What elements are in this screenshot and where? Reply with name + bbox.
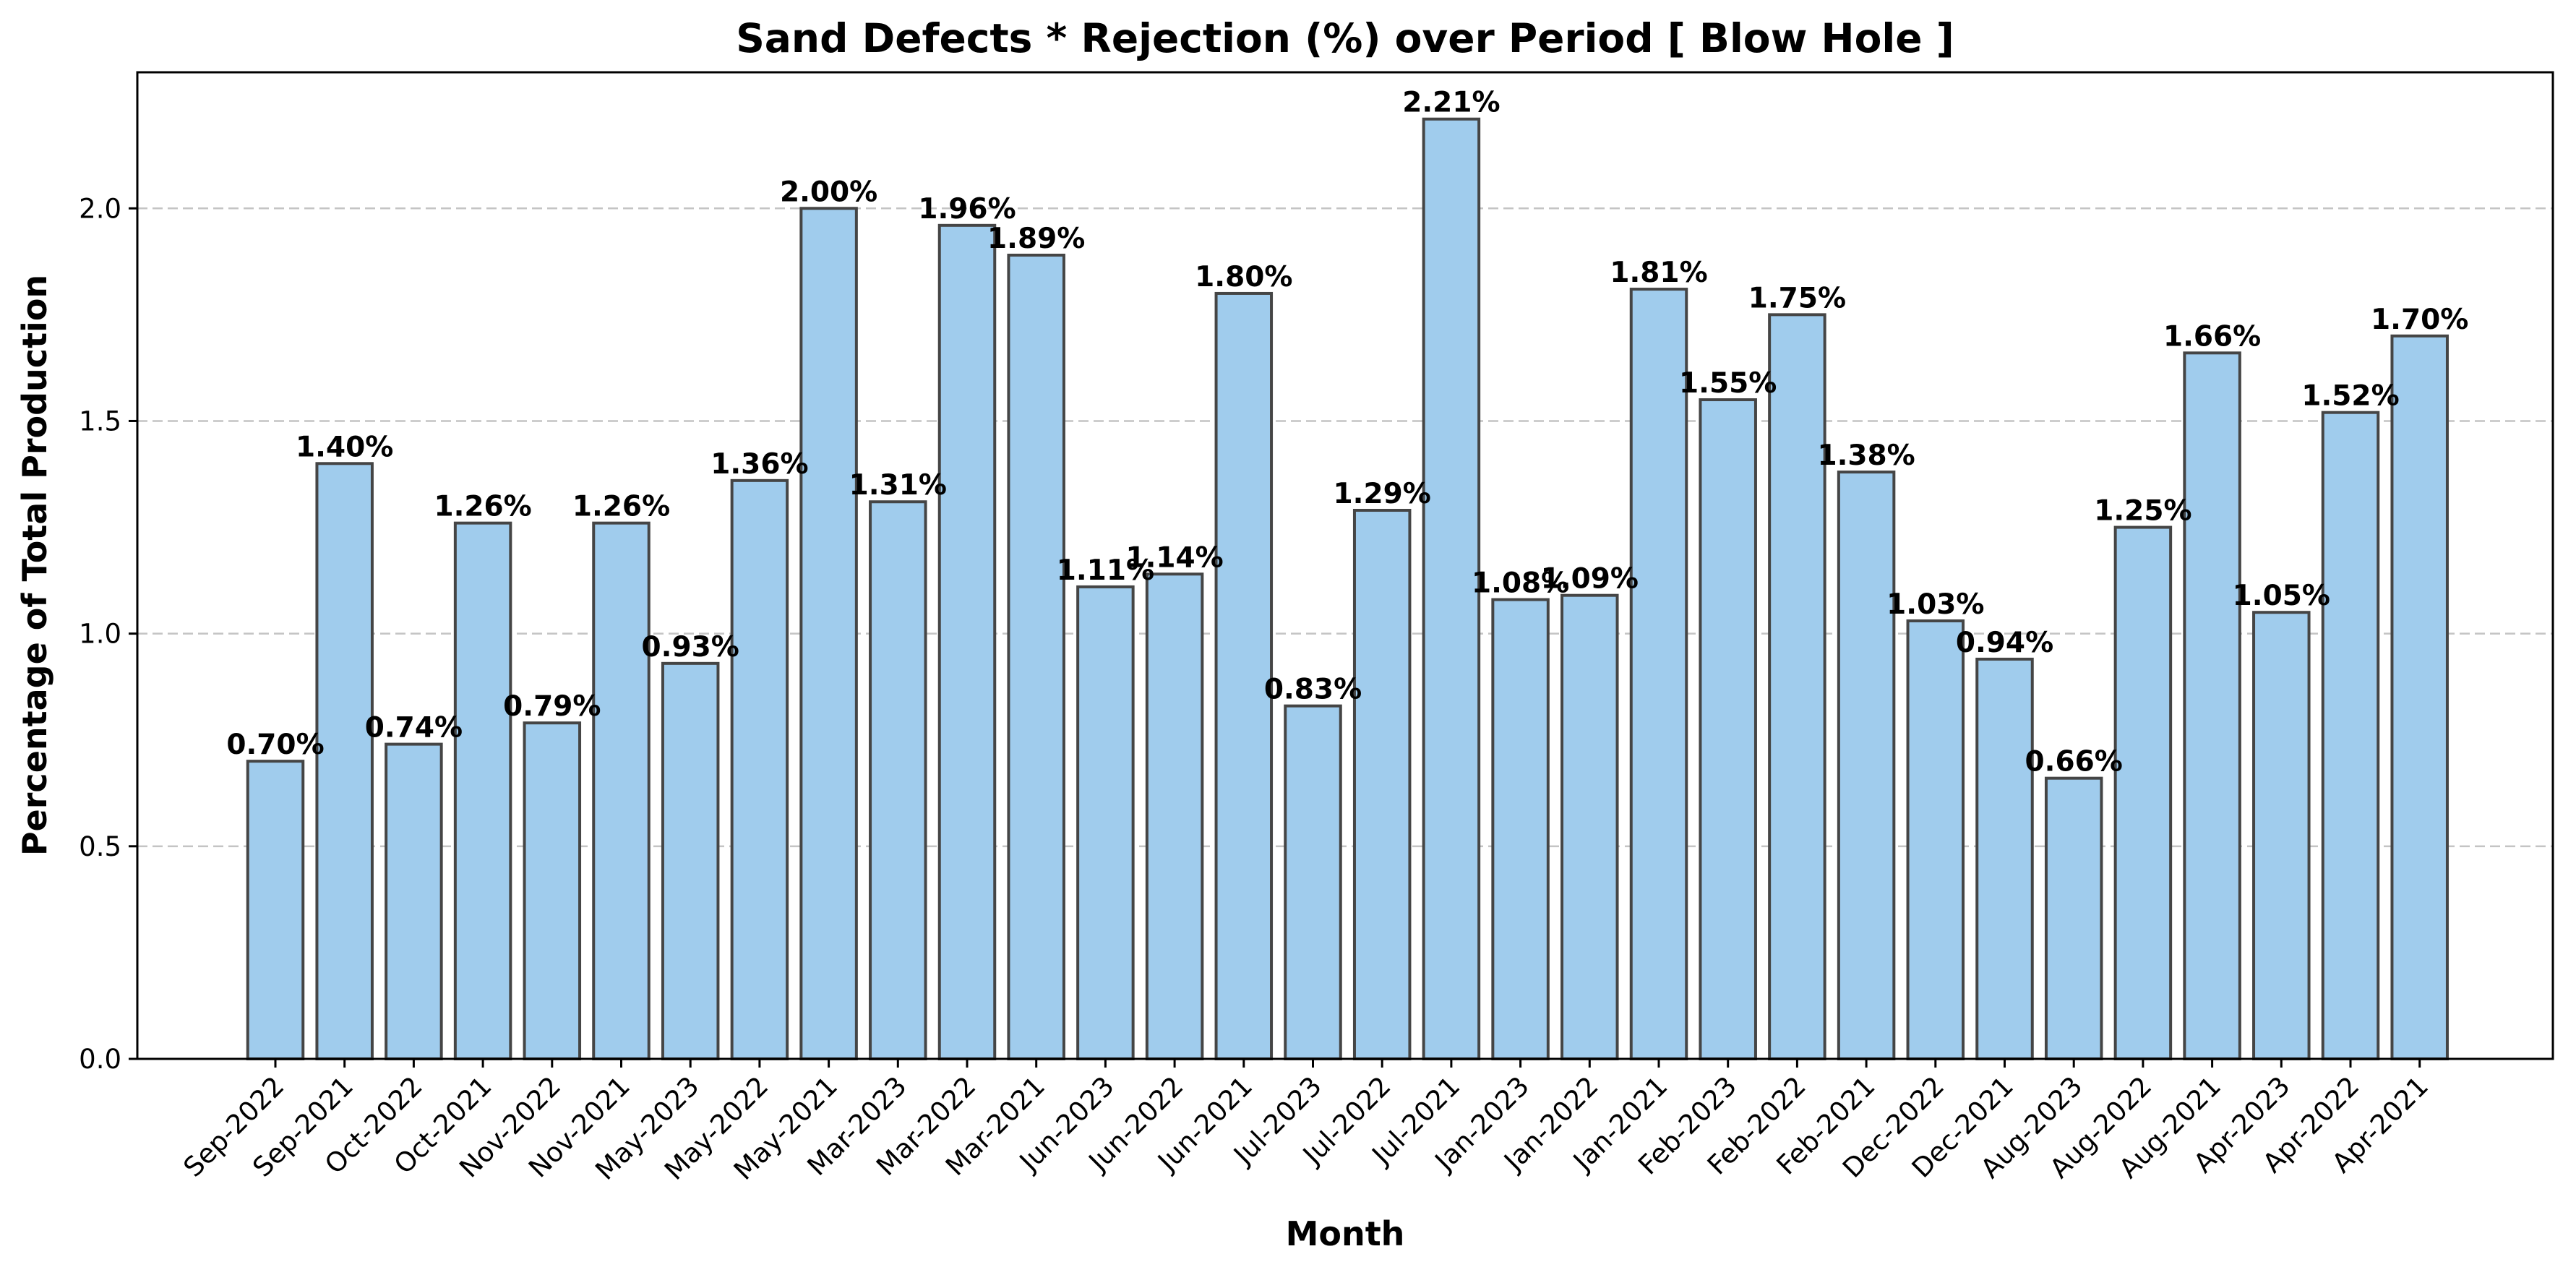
data-label: 1.05%	[2233, 580, 2330, 612]
x-axis-label: Month	[1286, 1214, 1405, 1253]
bar	[592, 521, 651, 1060]
data-label: 1.26%	[434, 491, 531, 523]
bar	[869, 500, 927, 1060]
data-label: 0.93%	[642, 631, 739, 664]
y-tick-label: 2.0	[79, 193, 121, 224]
bar	[523, 721, 582, 1060]
bar	[1906, 619, 1965, 1060]
data-label: 1.36%	[710, 448, 808, 481]
data-label: 1.38%	[1817, 439, 1915, 472]
data-label: 1.03%	[1886, 588, 1984, 621]
bar	[937, 223, 997, 1061]
chart-title: Sand Defects * Rejection (%) over Period…	[736, 15, 1954, 61]
data-label: 1.89%	[987, 223, 1085, 255]
bar	[1214, 291, 1274, 1061]
y-tick-label: 1.5	[79, 405, 121, 437]
data-label: 1.29%	[1334, 478, 1431, 510]
data-label: 1.11%	[1057, 554, 1154, 587]
data-label: 2.00%	[780, 176, 877, 208]
y-axis-ticks: 0.0 0.5 1.0 1.5 2.0	[79, 193, 137, 1075]
data-label: 0.74%	[365, 712, 463, 744]
y-tick-label: 0.0	[79, 1044, 121, 1075]
data-label: 1.80%	[1195, 261, 1292, 293]
data-label: 1.75%	[1748, 282, 1846, 314]
bar	[1975, 657, 2034, 1060]
bar	[1768, 313, 1826, 1061]
bar	[246, 760, 305, 1061]
bar	[1145, 572, 1204, 1060]
plot-frame	[136, 71, 2554, 1060]
bar	[1352, 509, 1412, 1060]
bar	[1284, 704, 1342, 1060]
data-label: 1.40%	[296, 431, 393, 463]
bar	[315, 462, 374, 1060]
bar	[2321, 411, 2380, 1060]
bar	[730, 478, 789, 1060]
bar	[2390, 334, 2449, 1060]
bar	[2044, 776, 2103, 1060]
data-label: 1.55%	[1679, 367, 1777, 400]
data-label: 0.94%	[1956, 627, 2053, 659]
data-label: 1.08%	[1472, 567, 1569, 600]
y-axis-label: Percentage of Total Production	[15, 275, 54, 856]
data-label: 1.09%	[1541, 563, 1639, 596]
data-label: 1.25%	[2094, 495, 2191, 528]
data-label: 1.31%	[849, 469, 947, 502]
bar	[2113, 525, 2173, 1060]
bar	[1837, 471, 1896, 1060]
bars	[246, 117, 2449, 1061]
data-label: 1.26%	[572, 491, 670, 523]
data-label: 1.14%	[1125, 541, 1223, 574]
data-label: 1.52%	[2301, 380, 2399, 413]
y-tick-label: 0.5	[79, 831, 121, 862]
bar	[1076, 585, 1135, 1060]
bar	[1007, 253, 1065, 1060]
bar	[1699, 398, 1757, 1060]
bar	[2252, 611, 2311, 1060]
data-label: 0.79%	[503, 690, 601, 723]
y-tick-label: 1.0	[79, 619, 121, 650]
data-labels: 0.70% 1.40% 0.74% 1.26% 0.79% 1.26% 0.93% 1.36%…	[226, 87, 2468, 778]
data-label: 0.70%	[226, 729, 324, 761]
bar	[1491, 598, 1550, 1060]
bar	[1422, 117, 1481, 1060]
bar	[661, 661, 720, 1060]
bar	[1629, 288, 1688, 1060]
data-label: 0.66%	[2025, 746, 2123, 778]
bar	[2183, 351, 2241, 1060]
data-label: 1.70%	[2371, 304, 2468, 336]
bar	[799, 207, 858, 1060]
data-label: 1.96%	[918, 193, 1016, 226]
data-label: 2.21%	[1402, 87, 1500, 119]
data-label: 1.66%	[2163, 320, 2261, 353]
data-label: 1.81%	[1610, 257, 1707, 289]
bar	[1560, 593, 1619, 1060]
bar	[453, 521, 512, 1060]
data-label: 0.83%	[1264, 674, 1362, 706]
bar	[385, 742, 443, 1060]
